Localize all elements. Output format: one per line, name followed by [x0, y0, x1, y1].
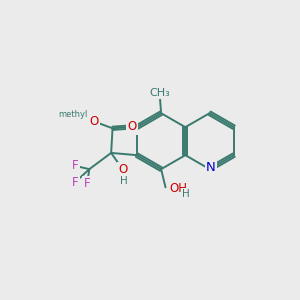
Text: H: H	[182, 189, 190, 199]
Text: O: O	[128, 120, 137, 134]
Text: O: O	[89, 115, 98, 128]
Text: methyl: methyl	[58, 110, 88, 119]
Text: N: N	[206, 161, 216, 174]
Text: CH₃: CH₃	[149, 88, 170, 98]
Text: O: O	[118, 163, 128, 176]
Text: F: F	[71, 176, 78, 189]
Text: F: F	[71, 159, 78, 172]
Text: H: H	[120, 176, 128, 186]
Text: OH: OH	[169, 182, 187, 195]
Text: F: F	[84, 177, 90, 190]
